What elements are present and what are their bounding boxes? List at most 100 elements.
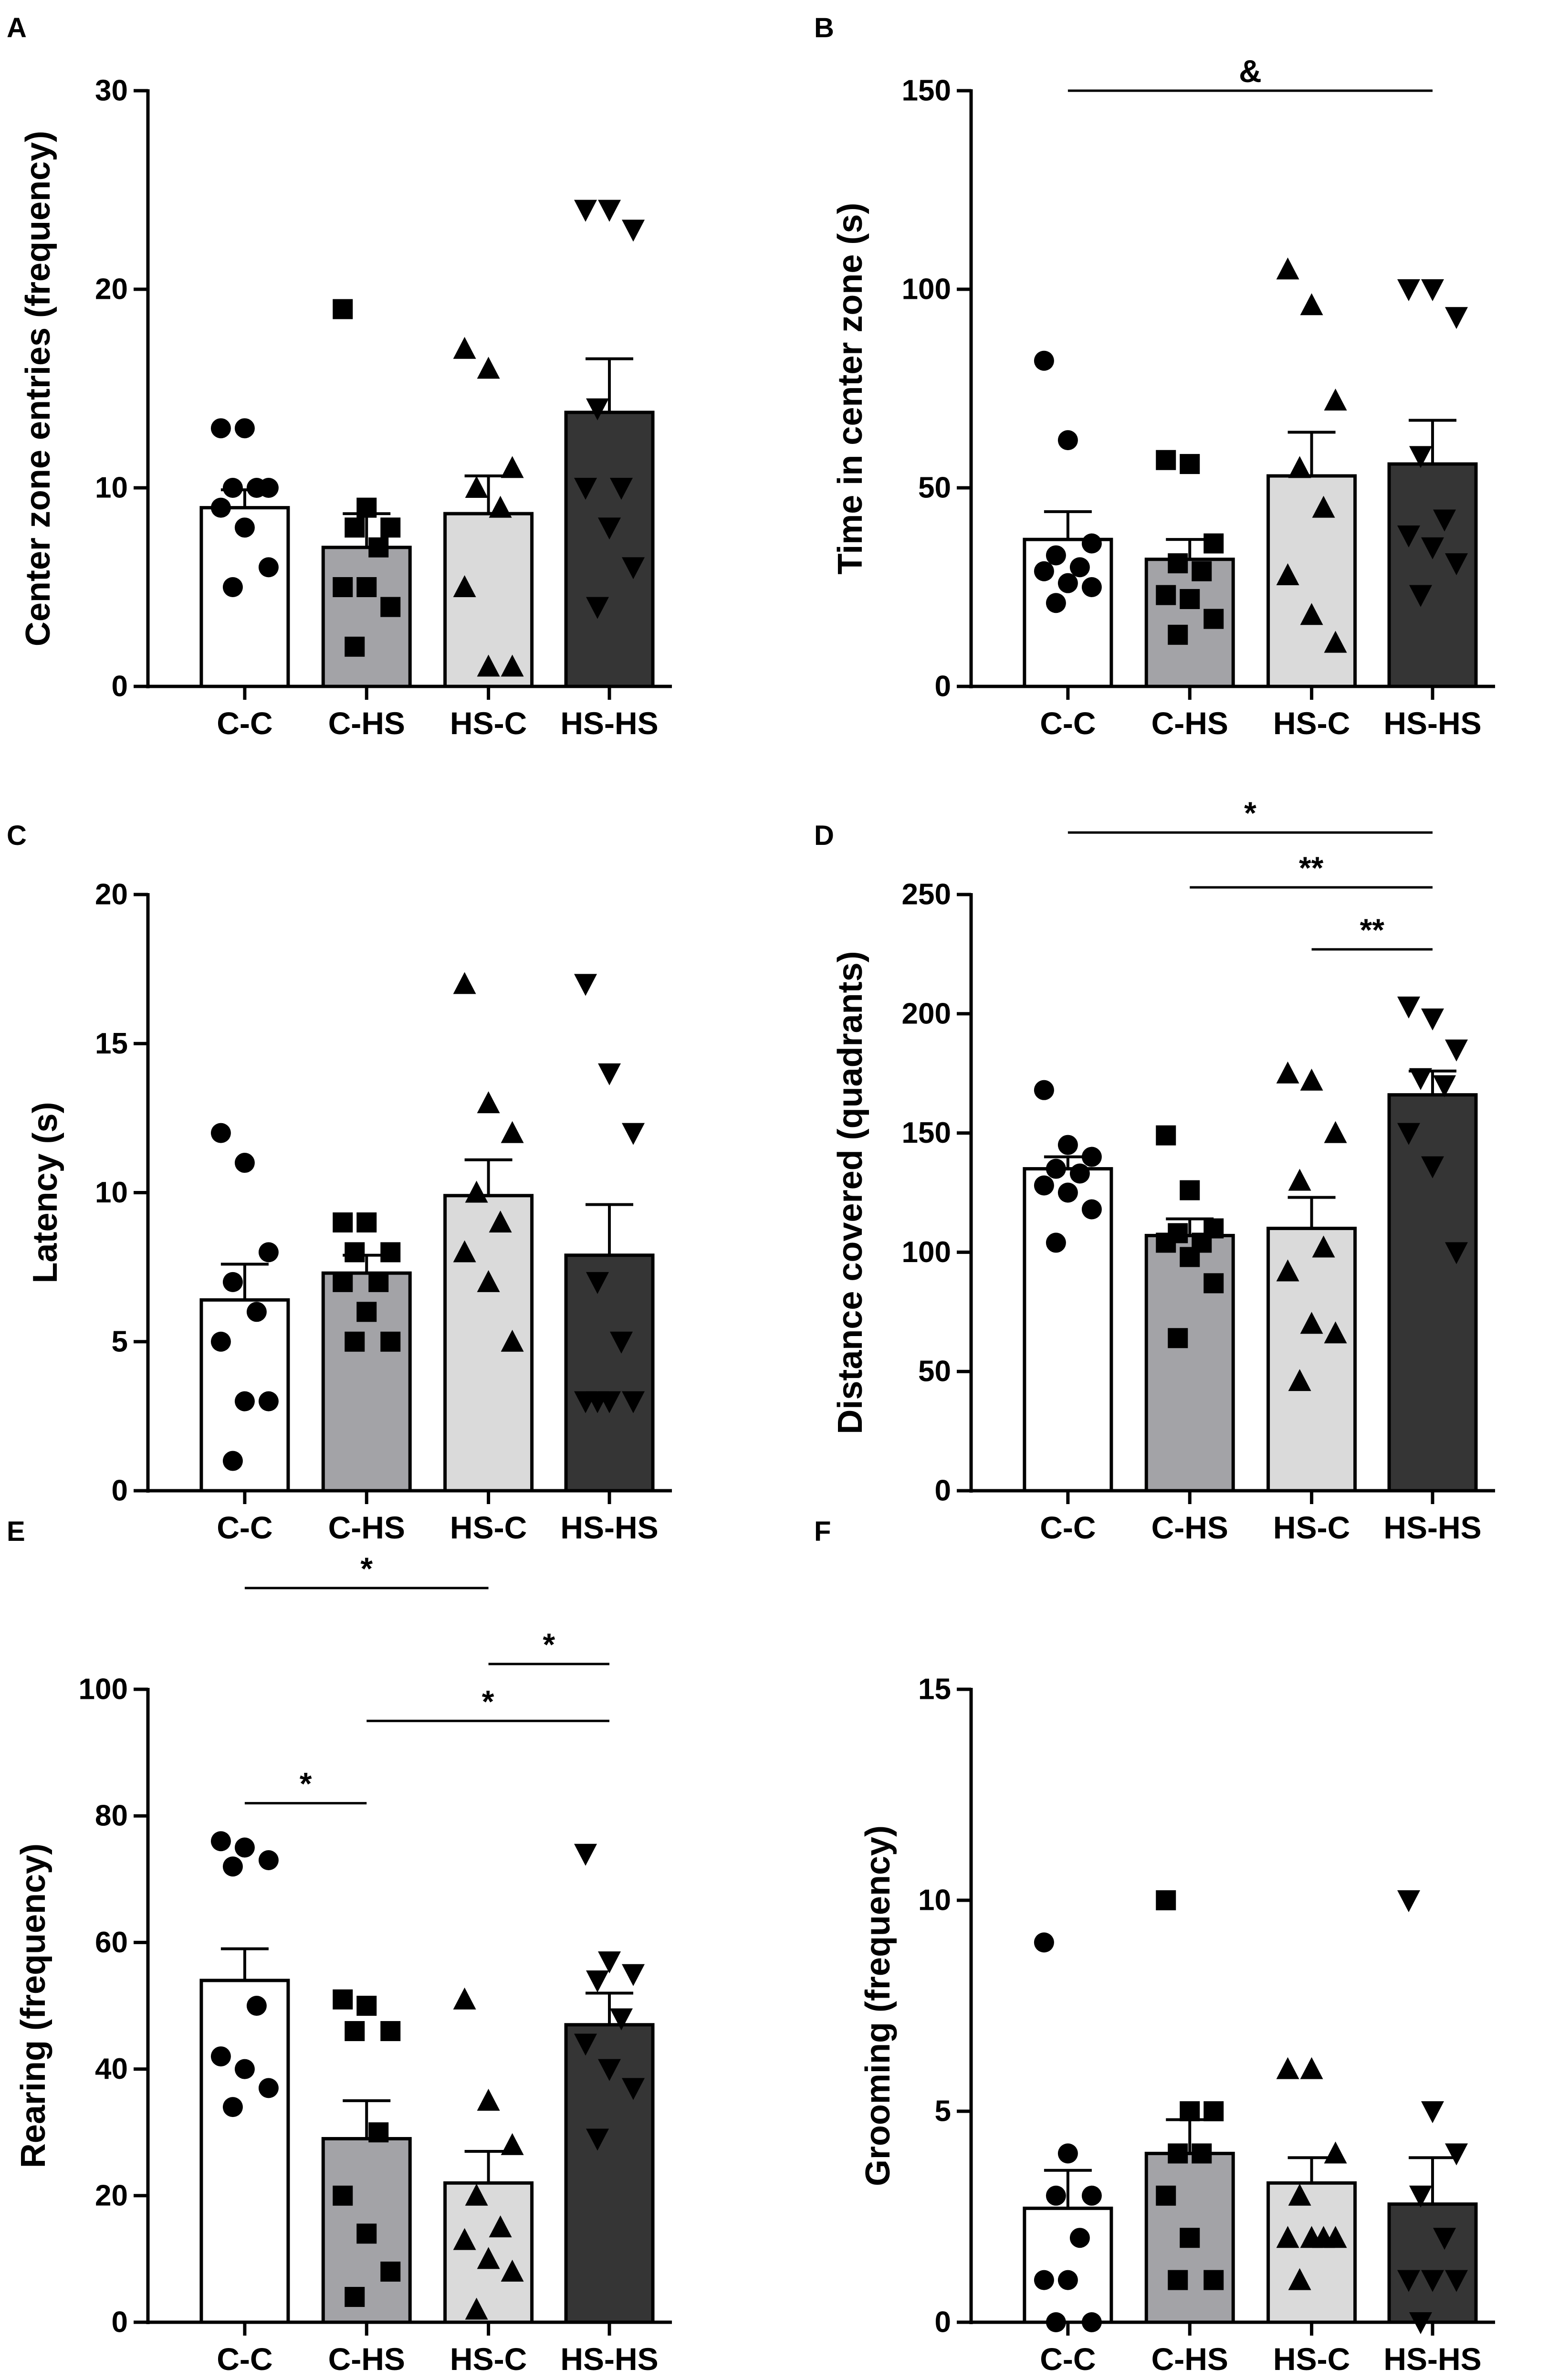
data-point bbox=[258, 1391, 279, 1411]
data-point bbox=[1057, 1182, 1078, 1203]
data-point bbox=[1069, 557, 1090, 578]
data-point bbox=[453, 972, 476, 994]
data-point bbox=[1433, 1075, 1456, 1097]
panel-letter: C bbox=[7, 820, 27, 851]
data-point bbox=[477, 654, 500, 677]
data-point bbox=[1069, 1163, 1090, 1184]
data-point bbox=[1203, 1273, 1224, 1294]
bar-c-c bbox=[199, 506, 290, 688]
data-point bbox=[1409, 2312, 1433, 2334]
y-tick-label: 150 bbox=[902, 74, 951, 107]
significance-label: * bbox=[360, 1551, 373, 1586]
data-point bbox=[380, 2261, 401, 2282]
x-tick-label: C-C bbox=[1040, 1510, 1096, 1545]
data-point bbox=[1324, 1121, 1347, 1143]
data-point bbox=[356, 1302, 377, 1322]
data-point bbox=[380, 597, 401, 617]
data-point bbox=[1057, 2143, 1078, 2164]
y-tick-label: 150 bbox=[902, 1116, 951, 1149]
data-point bbox=[586, 1391, 609, 1413]
panel-letter: A bbox=[7, 12, 27, 43]
y-tick-label: 50 bbox=[918, 1355, 951, 1388]
data-point bbox=[1057, 430, 1078, 451]
bar-c-hs bbox=[1144, 558, 1235, 688]
data-point bbox=[1324, 388, 1347, 411]
data-point bbox=[1409, 1068, 1433, 1090]
y-tick-label: 0 bbox=[112, 1474, 128, 1507]
data-point bbox=[1300, 1312, 1323, 1334]
data-point bbox=[1156, 2185, 1176, 2206]
data-point bbox=[453, 1987, 476, 2010]
y-axis-label: Grooming (frequency) bbox=[859, 1825, 897, 2186]
data-point bbox=[1203, 533, 1224, 554]
bar-hs-c bbox=[1266, 2181, 1357, 2324]
data-point bbox=[1046, 2312, 1066, 2332]
y-tick-label: 20 bbox=[95, 273, 128, 306]
data-point bbox=[574, 200, 597, 222]
panel-letter: E bbox=[7, 1516, 25, 1547]
data-point bbox=[477, 1270, 500, 1292]
data-point bbox=[1445, 553, 1468, 576]
data-point bbox=[368, 1272, 389, 1292]
data-point bbox=[1081, 2185, 1102, 2206]
panel-d: D Distance covered (quadrants) 0 50 100 150 20… bbox=[814, 795, 1496, 1545]
data-point bbox=[477, 2247, 500, 2269]
data-point bbox=[1312, 1235, 1335, 1258]
data-point bbox=[1081, 577, 1102, 597]
data-point bbox=[1057, 2270, 1078, 2290]
data-point bbox=[1156, 450, 1176, 470]
data-point bbox=[380, 1242, 401, 1263]
bar-hs-hs bbox=[1387, 2202, 1478, 2324]
data-point bbox=[1300, 2057, 1323, 2079]
panel-b: B Time in center zone (s) 0 50 100 150 C-C C-HS… bbox=[814, 12, 1496, 741]
data-point bbox=[1203, 2270, 1224, 2290]
data-point bbox=[345, 636, 365, 657]
data-point bbox=[586, 398, 609, 421]
data-point bbox=[1421, 537, 1444, 559]
data-point bbox=[1397, 996, 1421, 1019]
data-point bbox=[598, 1951, 621, 1974]
data-point bbox=[1397, 1890, 1421, 1912]
bar-c-c bbox=[199, 1979, 290, 2324]
data-point bbox=[586, 597, 609, 619]
x-tick-label: HS-C bbox=[1273, 706, 1350, 741]
data-point bbox=[210, 2046, 231, 2067]
bar-hs-c bbox=[1266, 1226, 1357, 1493]
data-point bbox=[574, 2033, 597, 2056]
data-point bbox=[210, 1123, 231, 1143]
data-point bbox=[1288, 456, 1311, 478]
significance-label: * bbox=[1244, 795, 1256, 831]
data-point bbox=[1409, 446, 1433, 468]
data-point bbox=[345, 2286, 365, 2307]
data-point bbox=[1276, 1061, 1299, 1084]
data-point bbox=[1324, 1321, 1347, 1344]
data-point bbox=[1192, 561, 1212, 581]
data-point bbox=[1421, 2270, 1444, 2292]
data-point bbox=[1276, 2226, 1299, 2248]
x-tick-label: C-HS bbox=[328, 1510, 405, 1545]
data-point bbox=[246, 1302, 267, 1322]
data-point bbox=[574, 478, 597, 500]
data-point bbox=[1046, 1232, 1066, 1253]
y-axis-label: Center zone entries (frequency) bbox=[19, 131, 57, 646]
y-tick-label: 0 bbox=[935, 1474, 951, 1507]
significance-label: * bbox=[543, 1627, 555, 1662]
data-point bbox=[1156, 1890, 1176, 1910]
bar-hs-hs bbox=[1387, 462, 1478, 688]
data-point bbox=[1445, 2143, 1468, 2166]
data-point bbox=[1180, 2228, 1200, 2248]
data-point bbox=[1324, 631, 1347, 653]
data-point bbox=[586, 2128, 609, 2151]
data-point bbox=[1445, 307, 1468, 329]
data-point bbox=[1433, 2228, 1456, 2250]
y-tick-label: 5 bbox=[935, 2095, 951, 2128]
y-tick-label: 250 bbox=[902, 878, 951, 911]
data-point bbox=[1397, 525, 1421, 548]
y-tick-label: 100 bbox=[79, 1673, 128, 1706]
data-point bbox=[501, 2259, 524, 2282]
y-tick-label: 80 bbox=[95, 1800, 128, 1832]
data-point bbox=[1445, 1242, 1468, 1264]
y-tick-label: 0 bbox=[935, 670, 951, 703]
y-tick-label: 100 bbox=[902, 273, 951, 306]
y-tick-label: 0 bbox=[112, 670, 128, 703]
